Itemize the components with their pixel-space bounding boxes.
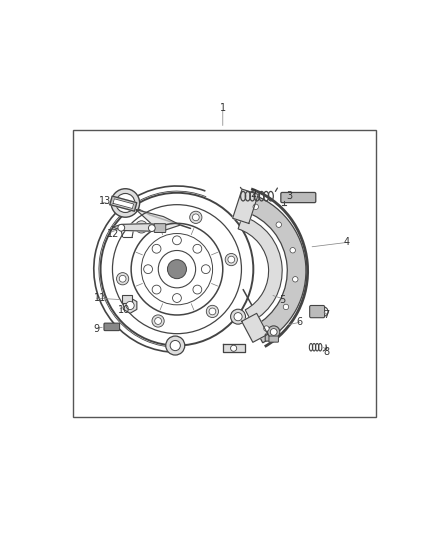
Circle shape bbox=[230, 309, 246, 324]
Circle shape bbox=[201, 265, 210, 273]
FancyBboxPatch shape bbox=[154, 224, 166, 232]
FancyBboxPatch shape bbox=[281, 192, 316, 203]
FancyBboxPatch shape bbox=[104, 323, 120, 330]
FancyBboxPatch shape bbox=[310, 305, 325, 318]
Circle shape bbox=[117, 273, 129, 285]
Circle shape bbox=[144, 265, 152, 273]
Text: 11: 11 bbox=[94, 293, 106, 303]
Bar bbox=[74, 130, 375, 417]
Polygon shape bbox=[136, 210, 180, 232]
Circle shape bbox=[209, 308, 216, 315]
Circle shape bbox=[152, 244, 161, 253]
Circle shape bbox=[270, 328, 277, 335]
Polygon shape bbox=[242, 313, 268, 342]
Circle shape bbox=[193, 244, 202, 253]
Circle shape bbox=[276, 222, 282, 228]
Circle shape bbox=[152, 315, 164, 327]
Circle shape bbox=[119, 276, 126, 282]
Text: 8: 8 bbox=[324, 348, 330, 357]
Circle shape bbox=[155, 318, 162, 325]
Wedge shape bbox=[244, 193, 306, 343]
Circle shape bbox=[192, 214, 199, 221]
Polygon shape bbox=[223, 344, 245, 352]
Circle shape bbox=[152, 285, 161, 294]
Text: 3: 3 bbox=[286, 191, 293, 201]
Circle shape bbox=[206, 305, 219, 318]
Circle shape bbox=[193, 285, 202, 294]
Text: 5: 5 bbox=[279, 295, 286, 305]
Circle shape bbox=[148, 225, 155, 231]
Circle shape bbox=[268, 326, 280, 338]
Polygon shape bbox=[113, 224, 160, 231]
Circle shape bbox=[135, 221, 148, 233]
Circle shape bbox=[293, 277, 298, 282]
Circle shape bbox=[111, 189, 140, 217]
Circle shape bbox=[116, 193, 135, 213]
Text: 12: 12 bbox=[107, 229, 120, 239]
Circle shape bbox=[225, 254, 237, 265]
Polygon shape bbox=[233, 189, 258, 223]
Circle shape bbox=[173, 236, 181, 245]
Circle shape bbox=[167, 260, 187, 279]
Text: 10: 10 bbox=[117, 305, 130, 315]
Text: 13: 13 bbox=[99, 196, 111, 206]
Circle shape bbox=[290, 247, 296, 253]
Text: 1: 1 bbox=[220, 103, 226, 113]
Circle shape bbox=[138, 223, 145, 230]
Circle shape bbox=[190, 211, 202, 223]
Polygon shape bbox=[110, 196, 137, 211]
Circle shape bbox=[126, 302, 134, 310]
Circle shape bbox=[170, 341, 180, 351]
Wedge shape bbox=[238, 216, 282, 322]
FancyBboxPatch shape bbox=[269, 336, 279, 342]
Circle shape bbox=[264, 326, 269, 331]
Polygon shape bbox=[113, 199, 134, 208]
Circle shape bbox=[228, 256, 235, 263]
Text: 6: 6 bbox=[297, 317, 303, 327]
Text: 9: 9 bbox=[94, 324, 100, 334]
Text: 4: 4 bbox=[344, 237, 350, 247]
Circle shape bbox=[118, 224, 125, 231]
FancyBboxPatch shape bbox=[265, 334, 274, 341]
Circle shape bbox=[173, 294, 181, 302]
Circle shape bbox=[166, 336, 185, 355]
Circle shape bbox=[234, 313, 242, 321]
Circle shape bbox=[283, 304, 289, 310]
Circle shape bbox=[253, 204, 258, 209]
Circle shape bbox=[230, 345, 237, 351]
Text: 7: 7 bbox=[323, 310, 330, 320]
Text: 2: 2 bbox=[250, 190, 257, 199]
FancyBboxPatch shape bbox=[122, 295, 132, 303]
